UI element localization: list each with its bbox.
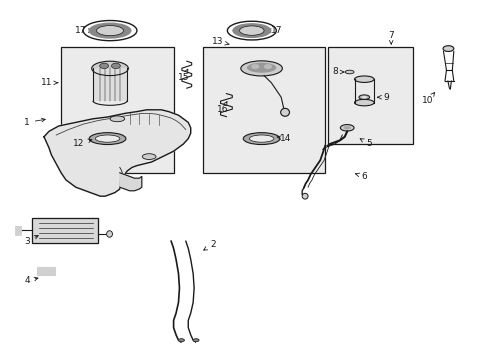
Text: 5: 5 [360, 139, 371, 148]
Ellipse shape [354, 99, 373, 106]
Text: 12: 12 [72, 139, 92, 148]
Ellipse shape [302, 193, 307, 199]
Ellipse shape [110, 116, 124, 122]
Bar [32, 218, 98, 243]
Text: 17: 17 [267, 26, 282, 35]
Ellipse shape [95, 135, 120, 142]
Ellipse shape [178, 339, 184, 342]
Ellipse shape [106, 231, 112, 237]
Ellipse shape [358, 95, 369, 99]
Ellipse shape [88, 23, 131, 39]
Text: 7: 7 [387, 31, 393, 44]
Ellipse shape [241, 61, 282, 76]
Text: 13: 13 [211, 37, 228, 46]
Text: 2: 2 [203, 240, 215, 250]
Bar [93, 68, 127, 101]
Ellipse shape [442, 46, 453, 51]
Ellipse shape [142, 154, 156, 159]
Text: 16: 16 [216, 102, 228, 114]
Bar [37, 267, 55, 275]
Ellipse shape [239, 26, 264, 35]
Ellipse shape [193, 339, 199, 342]
Ellipse shape [96, 26, 123, 36]
Text: 8: 8 [331, 68, 343, 77]
Text: 14: 14 [277, 134, 291, 143]
Ellipse shape [343, 126, 350, 130]
Ellipse shape [111, 63, 120, 68]
Bar [32, 218, 98, 243]
Text: 4: 4 [24, 276, 38, 285]
Text: 3: 3 [24, 235, 38, 246]
Text: 1: 1 [24, 118, 45, 127]
Ellipse shape [280, 108, 289, 116]
Text: 9: 9 [377, 93, 388, 102]
Text: 6: 6 [355, 172, 366, 181]
Ellipse shape [361, 96, 366, 98]
Ellipse shape [89, 132, 126, 144]
Ellipse shape [251, 64, 259, 69]
Ellipse shape [264, 64, 271, 69]
Ellipse shape [243, 132, 279, 144]
Text: 11: 11 [41, 78, 58, 87]
Bar [203, 47, 325, 173]
Ellipse shape [246, 63, 276, 73]
Text: 15: 15 [177, 69, 189, 82]
Bar [327, 47, 412, 144]
Polygon shape [44, 110, 190, 196]
Ellipse shape [92, 61, 128, 76]
Text: 17: 17 [75, 26, 92, 35]
Text: 10: 10 [421, 93, 434, 105]
Ellipse shape [345, 70, 353, 74]
Bar [15, 226, 21, 235]
Ellipse shape [249, 135, 273, 142]
Ellipse shape [354, 76, 373, 82]
Ellipse shape [100, 63, 108, 68]
Ellipse shape [232, 23, 271, 38]
Ellipse shape [340, 125, 353, 131]
Polygon shape [120, 173, 142, 191]
Bar [61, 47, 173, 173]
